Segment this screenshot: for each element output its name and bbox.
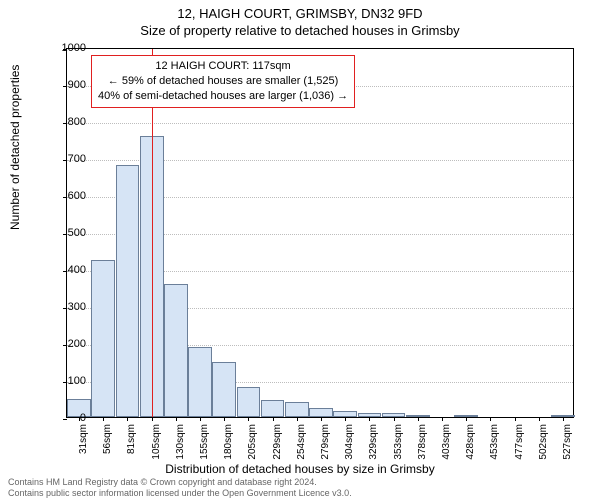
y-tick-label: 0 xyxy=(80,412,86,424)
y-tick-label: 600 xyxy=(68,190,86,202)
address-line: 12, HAIGH COURT, GRIMSBY, DN32 9FD xyxy=(0,0,600,21)
histogram-bar xyxy=(164,284,188,417)
histogram-bar xyxy=(212,362,236,418)
x-tick-label: 130sqm xyxy=(175,424,186,464)
x-tick xyxy=(490,417,491,421)
y-tick-label: 500 xyxy=(68,227,86,239)
x-axis-label: Distribution of detached houses by size … xyxy=(0,462,600,476)
x-tick xyxy=(273,417,274,421)
x-tick xyxy=(224,417,225,421)
plot-area: 12 HAIGH COURT: 117sqm ← 59% of detached… xyxy=(66,48,574,418)
x-tick-label: 205sqm xyxy=(247,424,258,464)
x-tick-label: 329sqm xyxy=(368,424,379,464)
plot-wrap: 12 HAIGH COURT: 117sqm ← 59% of detached… xyxy=(66,48,574,418)
x-tick xyxy=(200,417,201,421)
x-tick xyxy=(152,417,153,421)
x-tick xyxy=(394,417,395,421)
histogram-bar xyxy=(188,347,212,417)
x-tick xyxy=(442,417,443,421)
chart-container: 12, HAIGH COURT, GRIMSBY, DN32 9FD Size … xyxy=(0,0,600,500)
x-tick-label: 304sqm xyxy=(344,424,355,464)
x-tick-label: 279sqm xyxy=(320,424,331,464)
y-tick-label: 900 xyxy=(68,79,86,91)
footer-line-1: Contains HM Land Registry data © Crown c… xyxy=(8,477,352,487)
x-tick xyxy=(321,417,322,421)
y-tick-label: 100 xyxy=(68,375,86,387)
x-tick-label: 180sqm xyxy=(223,424,234,464)
histogram-bar xyxy=(116,165,140,417)
histogram-bar xyxy=(261,400,285,417)
callout-line-3: 40% of semi-detached houses are larger (… xyxy=(98,89,348,104)
footer-line-2: Contains public sector information licen… xyxy=(8,488,352,498)
x-tick xyxy=(369,417,370,421)
histogram-bar xyxy=(91,260,115,417)
x-tick xyxy=(466,417,467,421)
y-tick-label: 200 xyxy=(68,338,86,350)
histogram-bar xyxy=(309,408,333,417)
y-tick-label: 1000 xyxy=(62,42,86,54)
histogram-bar xyxy=(285,402,309,417)
x-tick xyxy=(563,417,564,421)
y-tick xyxy=(63,419,67,420)
x-tick xyxy=(297,417,298,421)
y-tick xyxy=(63,382,67,383)
histogram-bar xyxy=(237,387,261,417)
x-tick xyxy=(515,417,516,421)
x-tick-label: 105sqm xyxy=(151,424,162,464)
x-tick-label: 428sqm xyxy=(465,424,476,464)
y-tick xyxy=(63,271,67,272)
y-tick xyxy=(63,345,67,346)
y-axis-label: Number of detached properties xyxy=(8,65,22,230)
x-tick xyxy=(539,417,540,421)
x-tick-label: 527sqm xyxy=(562,424,573,464)
y-tick-label: 700 xyxy=(68,153,86,165)
x-tick-label: 254sqm xyxy=(296,424,307,464)
x-tick xyxy=(176,417,177,421)
x-tick xyxy=(248,417,249,421)
y-tick xyxy=(63,234,67,235)
callout-line-2: ← 59% of detached houses are smaller (1,… xyxy=(98,74,348,89)
x-tick-label: 31sqm xyxy=(78,424,89,464)
x-tick xyxy=(418,417,419,421)
y-tick-label: 400 xyxy=(68,264,86,276)
x-tick-label: 155sqm xyxy=(199,424,210,464)
y-tick xyxy=(63,160,67,161)
y-tick-label: 800 xyxy=(68,116,86,128)
x-tick xyxy=(127,417,128,421)
x-tick-label: 229sqm xyxy=(272,424,283,464)
x-tick-label: 502sqm xyxy=(538,424,549,464)
x-tick xyxy=(103,417,104,421)
x-tick-label: 56sqm xyxy=(102,424,113,464)
x-tick-label: 353sqm xyxy=(393,424,404,464)
x-tick xyxy=(345,417,346,421)
y-tick xyxy=(63,197,67,198)
callout-box: 12 HAIGH COURT: 117sqm ← 59% of detached… xyxy=(91,55,355,108)
x-tick-label: 477sqm xyxy=(514,424,525,464)
chart-subtitle: Size of property relative to detached ho… xyxy=(0,21,600,38)
x-tick-label: 453sqm xyxy=(489,424,500,464)
x-tick-label: 81sqm xyxy=(126,424,137,464)
y-tick xyxy=(63,308,67,309)
x-tick-label: 403sqm xyxy=(441,424,452,464)
y-tick xyxy=(63,123,67,124)
gridline xyxy=(67,123,573,124)
callout-line-1: 12 HAIGH COURT: 117sqm xyxy=(98,59,348,74)
y-tick xyxy=(63,86,67,87)
y-tick-label: 300 xyxy=(68,301,86,313)
x-tick-label: 378sqm xyxy=(417,424,428,464)
attribution-footer: Contains HM Land Registry data © Crown c… xyxy=(8,477,352,498)
